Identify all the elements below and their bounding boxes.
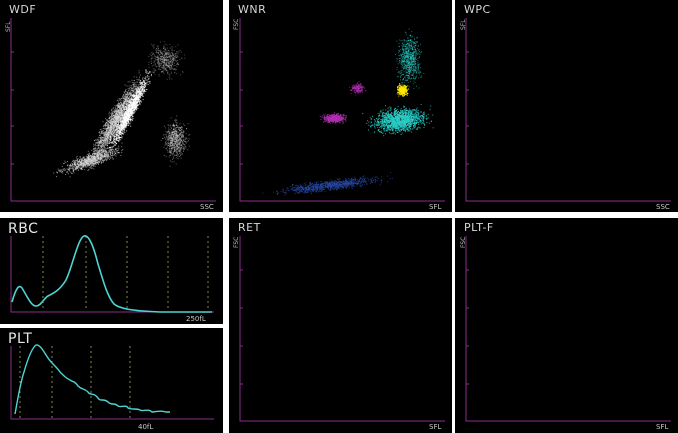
pltf-y-ticks bbox=[466, 269, 469, 385]
wpc-xlabel: SSC bbox=[656, 203, 670, 211]
rbc-histogram-curve bbox=[11, 235, 212, 313]
pltf-panel: PLT-F FSC SFL bbox=[455, 218, 678, 433]
ret-xlabel: SFL bbox=[429, 423, 442, 431]
wnr-xlabel: SFL bbox=[429, 203, 442, 211]
pltf-plot bbox=[465, 236, 671, 422]
wpc-axis bbox=[465, 18, 671, 202]
wnr-y-ticks bbox=[240, 51, 243, 165]
wdf-y-ticks bbox=[11, 51, 14, 165]
ret-panel: RET FSC SFL bbox=[229, 218, 452, 433]
wpc-panel: WPC SFL SSC bbox=[455, 0, 678, 212]
plt-gridlines bbox=[19, 346, 131, 418]
wnr-panel: WNR FSC SFL bbox=[229, 0, 452, 212]
plt-histogram-curve bbox=[14, 344, 170, 415]
wdf-panel: WDF SFL SSC bbox=[0, 0, 223, 212]
plt-xlabel: 40fL bbox=[138, 423, 154, 431]
pltf-title: PLT-F bbox=[464, 221, 494, 234]
wnr-scatter-cloud bbox=[262, 28, 434, 196]
ret-y-ticks bbox=[240, 269, 243, 385]
wpc-y-ticks bbox=[466, 51, 469, 165]
wnr-plot bbox=[239, 18, 445, 202]
rbc-xlabel: 250fL bbox=[186, 315, 206, 323]
rbc-panel: RBC 250fL bbox=[0, 218, 223, 324]
wnr-axis bbox=[239, 18, 445, 202]
wnr-title: WNR bbox=[238, 3, 267, 16]
rbc-title: RBC bbox=[8, 221, 39, 237]
rbc-axis bbox=[10, 236, 214, 313]
ret-title: RET bbox=[238, 221, 261, 234]
plt-panel: PLT 40fL bbox=[0, 328, 223, 433]
wdf-plot bbox=[10, 18, 216, 202]
ret-axis bbox=[239, 236, 445, 422]
wpc-title: WPC bbox=[464, 3, 491, 16]
ret-plot bbox=[239, 236, 445, 422]
wdf-title: WDF bbox=[9, 3, 37, 16]
rbc-gridlines bbox=[42, 236, 209, 311]
pltf-xlabel: SFL bbox=[656, 423, 669, 431]
wpc-plot bbox=[465, 18, 671, 202]
wdf-axis bbox=[10, 18, 216, 202]
rbc-plot bbox=[10, 235, 214, 313]
wdf-scatter-cloud bbox=[53, 41, 191, 178]
plt-plot bbox=[10, 344, 214, 420]
pltf-axis bbox=[465, 236, 671, 422]
plt-axis bbox=[10, 346, 214, 420]
wdf-xlabel: SSC bbox=[200, 203, 214, 211]
plt-title: PLT bbox=[8, 331, 33, 347]
